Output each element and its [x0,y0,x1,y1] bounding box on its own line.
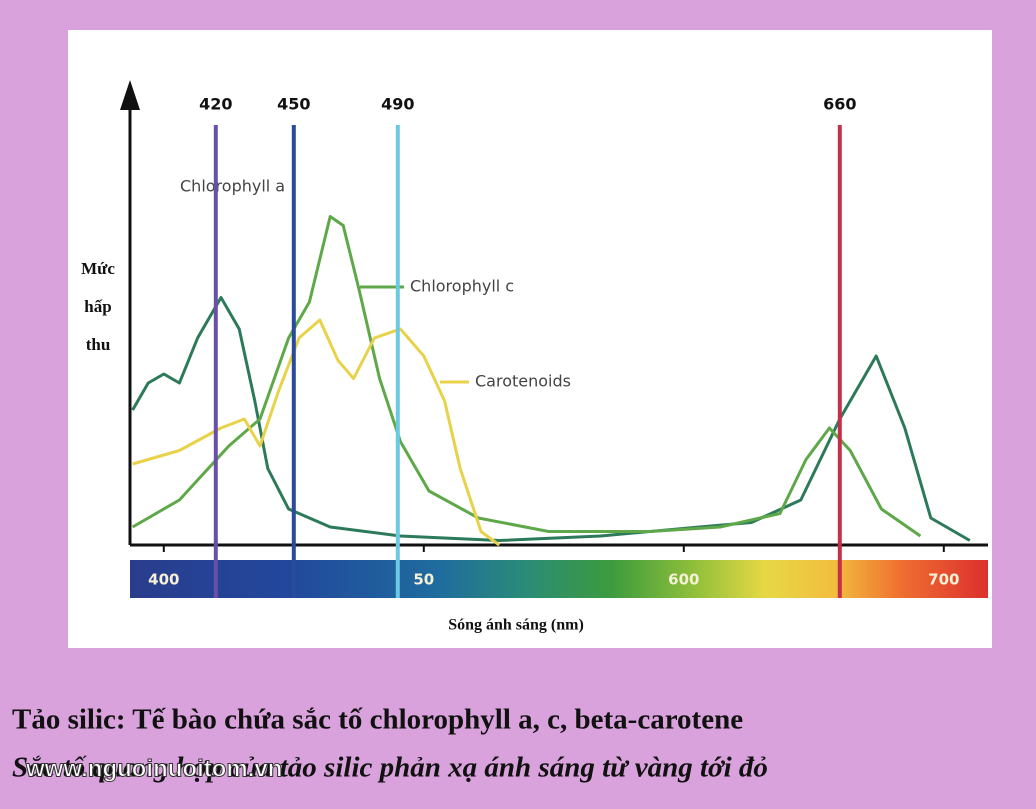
wavelength-label: 450 [277,95,310,114]
wavelength-label: 420 [199,95,232,114]
series-line [131,296,971,542]
spectrum-bar [130,560,988,598]
caption-line: Sắc tố quang hợp của tảo silic phản xạ á… [12,752,768,784]
chart-panel [68,30,992,648]
x-tick-label: 700 [928,571,959,589]
y-axis-arrow [120,80,140,110]
series-label: Chlorophyll a [180,177,285,196]
watermark: www.nguoinuoitom.vn [25,755,282,782]
series-label: Carotenoids [475,372,571,391]
series-line [132,318,501,547]
x-tick-label: 50 [413,571,434,589]
x-tick-label: 600 [668,571,699,589]
wavelength-label: 490 [381,95,414,114]
y-axis-title: Mức hấp thu [81,259,115,354]
series-line [131,215,922,538]
series-label: Chlorophyll c [410,277,514,296]
x-axis-title: Sóng ánh sáng (nm) [448,617,584,634]
wavelength-label: 660 [823,95,856,114]
caption-line: Tảo silic: Tế bào chứa sắc tố chlorophyl… [12,704,743,736]
x-tick-label: 400 [148,571,179,589]
